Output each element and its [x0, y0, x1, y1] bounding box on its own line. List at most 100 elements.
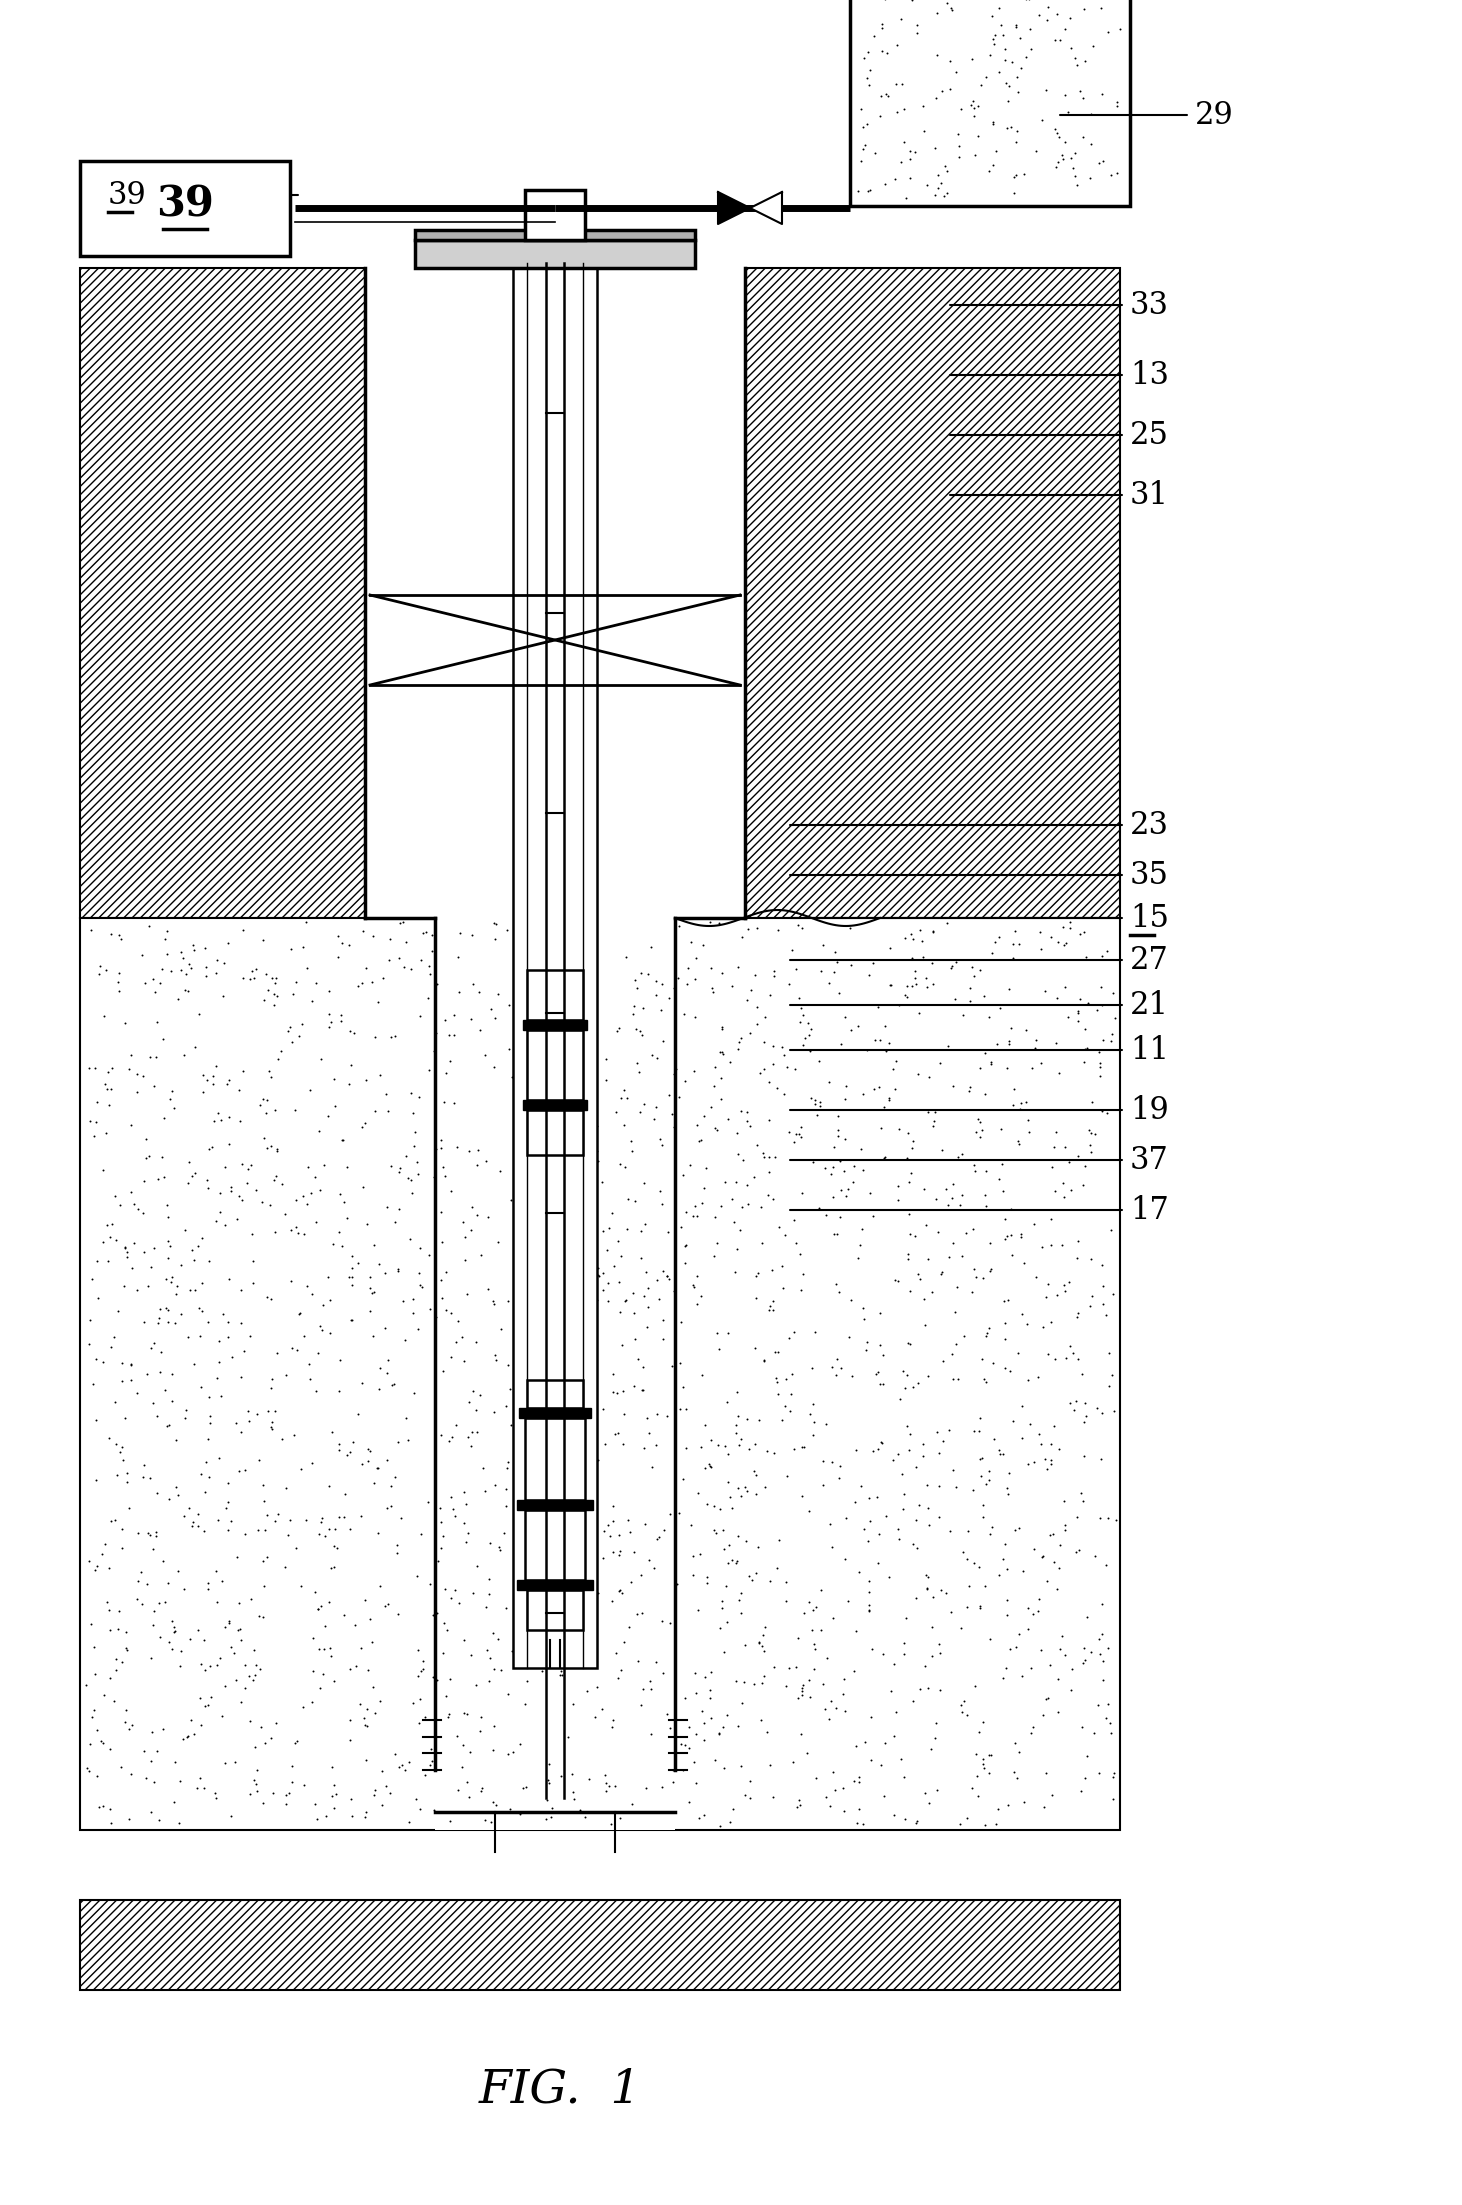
- Point: [83, 1656, 107, 1691]
- Point: [465, 1197, 488, 1233]
- Point: [893, 1801, 917, 1837]
- Point: [614, 939, 637, 975]
- Point: [129, 1555, 152, 1590]
- Point: [977, 1738, 1000, 1773]
- Point: [798, 1680, 822, 1715]
- Point: [278, 1504, 301, 1539]
- Point: [409, 1517, 433, 1552]
- Point: [823, 955, 846, 990]
- Point: [825, 944, 848, 979]
- Point: [399, 1162, 423, 1197]
- Point: [705, 1314, 728, 1349]
- Point: [238, 961, 262, 997]
- Point: [987, 1557, 1010, 1592]
- Point: [538, 1263, 561, 1299]
- Point: [567, 1050, 591, 1085]
- Point: [575, 1129, 598, 1164]
- Point: [861, 1433, 885, 1469]
- Point: [364, 1773, 387, 1808]
- Point: [244, 1647, 268, 1682]
- Point: [170, 1248, 193, 1283]
- Point: [690, 1429, 713, 1464]
- Point: [961, 42, 984, 77]
- Point: [212, 946, 235, 981]
- Point: [396, 1422, 420, 1458]
- Point: [678, 1784, 702, 1819]
- Point: [1108, 11, 1132, 46]
- Point: [920, 1638, 943, 1674]
- Point: [1105, 88, 1129, 123]
- Point: [705, 1114, 728, 1149]
- Point: [908, 913, 931, 948]
- Point: [789, 1120, 813, 1155]
- Point: [251, 1080, 275, 1116]
- Point: [949, 1806, 972, 1841]
- Point: [146, 1003, 170, 1039]
- Point: [456, 1420, 480, 1455]
- Point: [317, 1010, 341, 1045]
- Bar: [526, 1109, 583, 1155]
- Point: [626, 1596, 649, 1632]
- Point: [311, 1288, 335, 1323]
- Point: [164, 1614, 187, 1649]
- Point: [971, 1341, 994, 1376]
- Point: [962, 959, 985, 994]
- Text: 37: 37: [1130, 1144, 1170, 1175]
- Point: [1022, 1709, 1045, 1744]
- Point: [114, 1614, 137, 1649]
- Point: [702, 975, 725, 1010]
- Point: [459, 1429, 482, 1464]
- Point: [320, 1779, 344, 1815]
- Point: [348, 1687, 371, 1722]
- Point: [437, 1422, 461, 1458]
- Point: [972, 1360, 996, 1396]
- Point: [197, 1422, 221, 1458]
- Point: [452, 1727, 475, 1762]
- Point: [541, 1091, 564, 1127]
- Text: FIG.  1: FIG. 1: [478, 2068, 642, 2112]
- Point: [677, 950, 700, 986]
- Point: [304, 1574, 327, 1610]
- Point: [156, 1482, 180, 1517]
- Point: [730, 1188, 753, 1224]
- Point: [965, 1757, 988, 1793]
- Point: [901, 1369, 924, 1405]
- Point: [480, 1804, 503, 1839]
- Point: [443, 1499, 466, 1535]
- Point: [822, 1217, 845, 1252]
- Point: [708, 1715, 731, 1751]
- Point: [550, 1530, 573, 1566]
- Point: [1066, 1341, 1089, 1376]
- Point: [797, 1583, 820, 1618]
- Point: [822, 1180, 845, 1215]
- Point: [845, 1729, 868, 1764]
- Point: [1095, 1096, 1118, 1131]
- Point: [1044, 110, 1067, 146]
- Point: [83, 1552, 107, 1588]
- Point: [591, 1272, 614, 1308]
- Point: [1053, 1638, 1076, 1674]
- Point: [760, 1252, 784, 1288]
- Point: [645, 1041, 668, 1076]
- Point: [908, 997, 931, 1032]
- Point: [387, 942, 411, 977]
- Point: [1039, 1442, 1063, 1477]
- Point: [265, 1131, 288, 1166]
- Point: [782, 1431, 806, 1466]
- Point: [1045, 115, 1069, 150]
- Point: [943, 1294, 966, 1330]
- Point: [522, 1114, 545, 1149]
- Point: [139, 1332, 162, 1367]
- Point: [787, 1782, 810, 1817]
- Point: [808, 1085, 832, 1120]
- Point: [981, 1345, 1004, 1380]
- Point: [295, 950, 319, 986]
- Point: [171, 942, 194, 977]
- Point: [697, 1671, 721, 1707]
- Point: [595, 1773, 618, 1808]
- Point: [228, 1612, 251, 1647]
- Point: [911, 1427, 934, 1462]
- Point: [759, 1563, 782, 1599]
- Point: [199, 1680, 222, 1715]
- Bar: [80, 1901, 1120, 1989]
